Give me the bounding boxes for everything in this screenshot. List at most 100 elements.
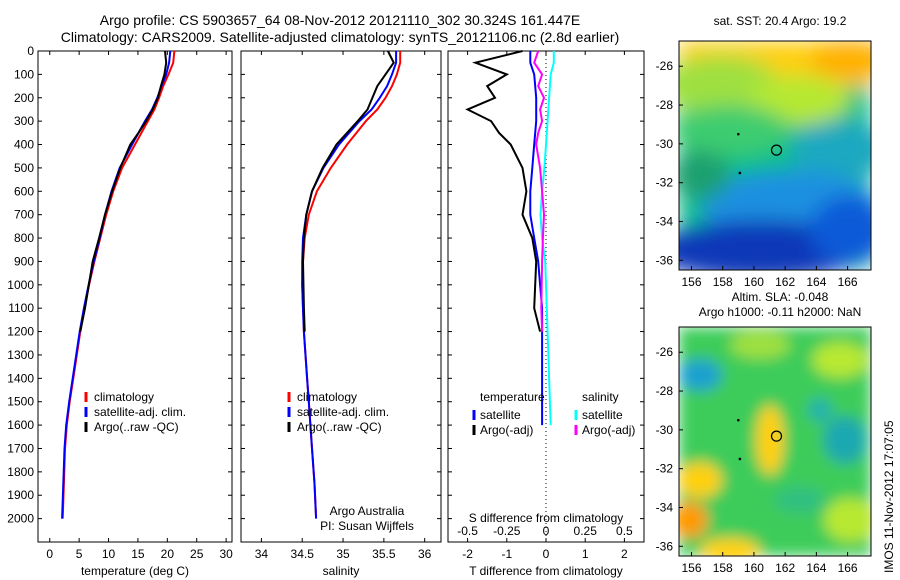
y-tick-label: 900 bbox=[14, 254, 34, 268]
x-tick-label: 0 bbox=[543, 547, 550, 561]
y-tick-label: 1800 bbox=[7, 465, 34, 479]
sst-map-title: sat. SST: 20.4 Argo: 19.2 bbox=[713, 14, 847, 28]
x-tick-label: 158 bbox=[713, 275, 733, 289]
y-tick-label: -34 bbox=[656, 500, 674, 514]
top-tick-label: 0.25 bbox=[574, 524, 598, 538]
x-tick-label: 2 bbox=[621, 547, 628, 561]
y-tick-label: 1900 bbox=[7, 488, 34, 502]
y-tick-label: 1300 bbox=[7, 348, 34, 362]
legend-label: Argo(..raw -QC) bbox=[94, 420, 179, 434]
y-tick-label: -32 bbox=[656, 176, 674, 190]
y-tick-label: 200 bbox=[14, 91, 34, 105]
y-tick-label: -34 bbox=[656, 214, 674, 228]
plot-frame bbox=[240, 50, 442, 543]
x-tick-label: -1 bbox=[501, 547, 512, 561]
x-tick-label: 166 bbox=[838, 561, 858, 575]
y-tick-label: 1400 bbox=[7, 371, 34, 385]
series-line bbox=[539, 51, 555, 426]
x-axis-label: temperature (deg C) bbox=[81, 564, 189, 578]
x-tick-label: 20 bbox=[161, 547, 175, 561]
legend-label: satellite bbox=[480, 408, 521, 422]
y-tick-label: 1600 bbox=[7, 418, 34, 432]
x-tick-label: 10 bbox=[102, 547, 116, 561]
y-tick-label: -28 bbox=[656, 384, 674, 398]
series-line bbox=[301, 51, 398, 519]
map-frame bbox=[678, 40, 872, 271]
x-tick-label: 35 bbox=[336, 547, 350, 561]
top-tick-label: -0.25 bbox=[493, 524, 521, 538]
y-tick-label: 2000 bbox=[7, 512, 34, 526]
title-line-2: Climatology: CARS2009. Satellite-adjuste… bbox=[60, 29, 620, 45]
x-tick-label: 5 bbox=[76, 547, 83, 561]
legend-label: satellite bbox=[582, 408, 623, 422]
x-tick-label: 25 bbox=[190, 547, 204, 561]
x-tick-label: 156 bbox=[681, 561, 701, 575]
x-tick-label: 160 bbox=[744, 561, 764, 575]
top-tick-label: 0.5 bbox=[616, 524, 633, 538]
y-tick-label: 100 bbox=[14, 67, 34, 81]
y-tick-label: -36 bbox=[656, 253, 674, 267]
x-tick-label: -2 bbox=[462, 547, 473, 561]
series-line bbox=[61, 50, 176, 519]
annotation-text: PI: Susan Wijffels bbox=[320, 519, 414, 533]
track-point bbox=[738, 171, 742, 175]
y-tick-label: -26 bbox=[656, 59, 674, 73]
sla-map-title-1: Altim. SLA: -0.048 bbox=[731, 290, 829, 304]
legend-label: climatology bbox=[297, 390, 357, 404]
y-tick-label: 700 bbox=[14, 208, 34, 222]
track-point bbox=[738, 457, 742, 461]
profile-location-marker bbox=[770, 144, 783, 156]
top-tick-label: 0 bbox=[543, 524, 550, 538]
y-tick-label: -30 bbox=[656, 137, 674, 151]
top-axis-label: S difference from climatology bbox=[469, 511, 624, 525]
x-tick-label: 34.5 bbox=[291, 547, 315, 561]
x-tick-label: 34 bbox=[255, 547, 269, 561]
y-tick-label: 1500 bbox=[7, 395, 34, 409]
annotation-text: Argo Australia bbox=[330, 504, 405, 518]
x-tick-label: 164 bbox=[806, 561, 826, 575]
x-tick-label: 35.5 bbox=[372, 547, 396, 561]
x-tick-label: 164 bbox=[806, 275, 826, 289]
series-line bbox=[529, 51, 544, 426]
legend-heading: salinity bbox=[582, 390, 619, 404]
y-tick-label: 1100 bbox=[8, 301, 34, 315]
series-line bbox=[61, 50, 172, 519]
x-tick-label: 15 bbox=[131, 547, 145, 561]
y-tick-label: 300 bbox=[14, 114, 34, 128]
top-tick-label: -0.5 bbox=[457, 524, 478, 538]
legend-label: Argo(..raw -QC) bbox=[297, 420, 382, 434]
sst-map bbox=[679, 41, 871, 270]
y-tick-label: -36 bbox=[656, 539, 674, 553]
x-tick-label: 156 bbox=[681, 275, 701, 289]
y-tick-label: 1000 bbox=[7, 278, 34, 292]
x-tick-label: 160 bbox=[744, 275, 764, 289]
track-point bbox=[737, 132, 740, 136]
map-axes-0: 156 158 160 162 164 166 -26 -28 -30 -32 -34 -36 bbox=[656, 40, 872, 289]
y-tick-label: -28 bbox=[656, 98, 674, 112]
series-line bbox=[301, 50, 395, 332]
y-tick-label: 1700 bbox=[7, 441, 34, 455]
x-tick-label: 0 bbox=[46, 547, 53, 561]
profile-panel-2: -2 -1 0 1 2 T difference from climatology -0.5… bbox=[447, 50, 645, 578]
y-tick-label: 500 bbox=[14, 161, 34, 175]
y-tick-label: 0 bbox=[27, 44, 34, 58]
y-tick-label: 800 bbox=[14, 231, 34, 245]
title-line-1: Argo profile: CS 5903657_64 08-Nov-2012 … bbox=[99, 12, 581, 28]
series-line bbox=[533, 50, 546, 332]
legend-label: climatology bbox=[94, 390, 154, 404]
y-tick-label: -26 bbox=[656, 345, 674, 359]
series-line bbox=[301, 51, 402, 519]
y-tick-label: -30 bbox=[656, 423, 674, 437]
series-line bbox=[79, 50, 168, 332]
x-axis-label: salinity bbox=[323, 564, 360, 578]
x-tick-label: 30 bbox=[219, 547, 233, 561]
legend-label: Argo(-adj) bbox=[480, 423, 533, 437]
plot-frame bbox=[37, 50, 233, 543]
map-axes-1: 156 158 160 162 164 166 -26 -28 -30 -32 -34 -36 bbox=[656, 326, 872, 575]
x-axis-label: T difference from climatology bbox=[469, 564, 623, 578]
legend-label: satellite-adj. clim. bbox=[94, 405, 186, 419]
x-tick-label: 158 bbox=[713, 561, 733, 575]
y-tick-label: 600 bbox=[14, 184, 34, 198]
sla-map bbox=[679, 327, 871, 556]
